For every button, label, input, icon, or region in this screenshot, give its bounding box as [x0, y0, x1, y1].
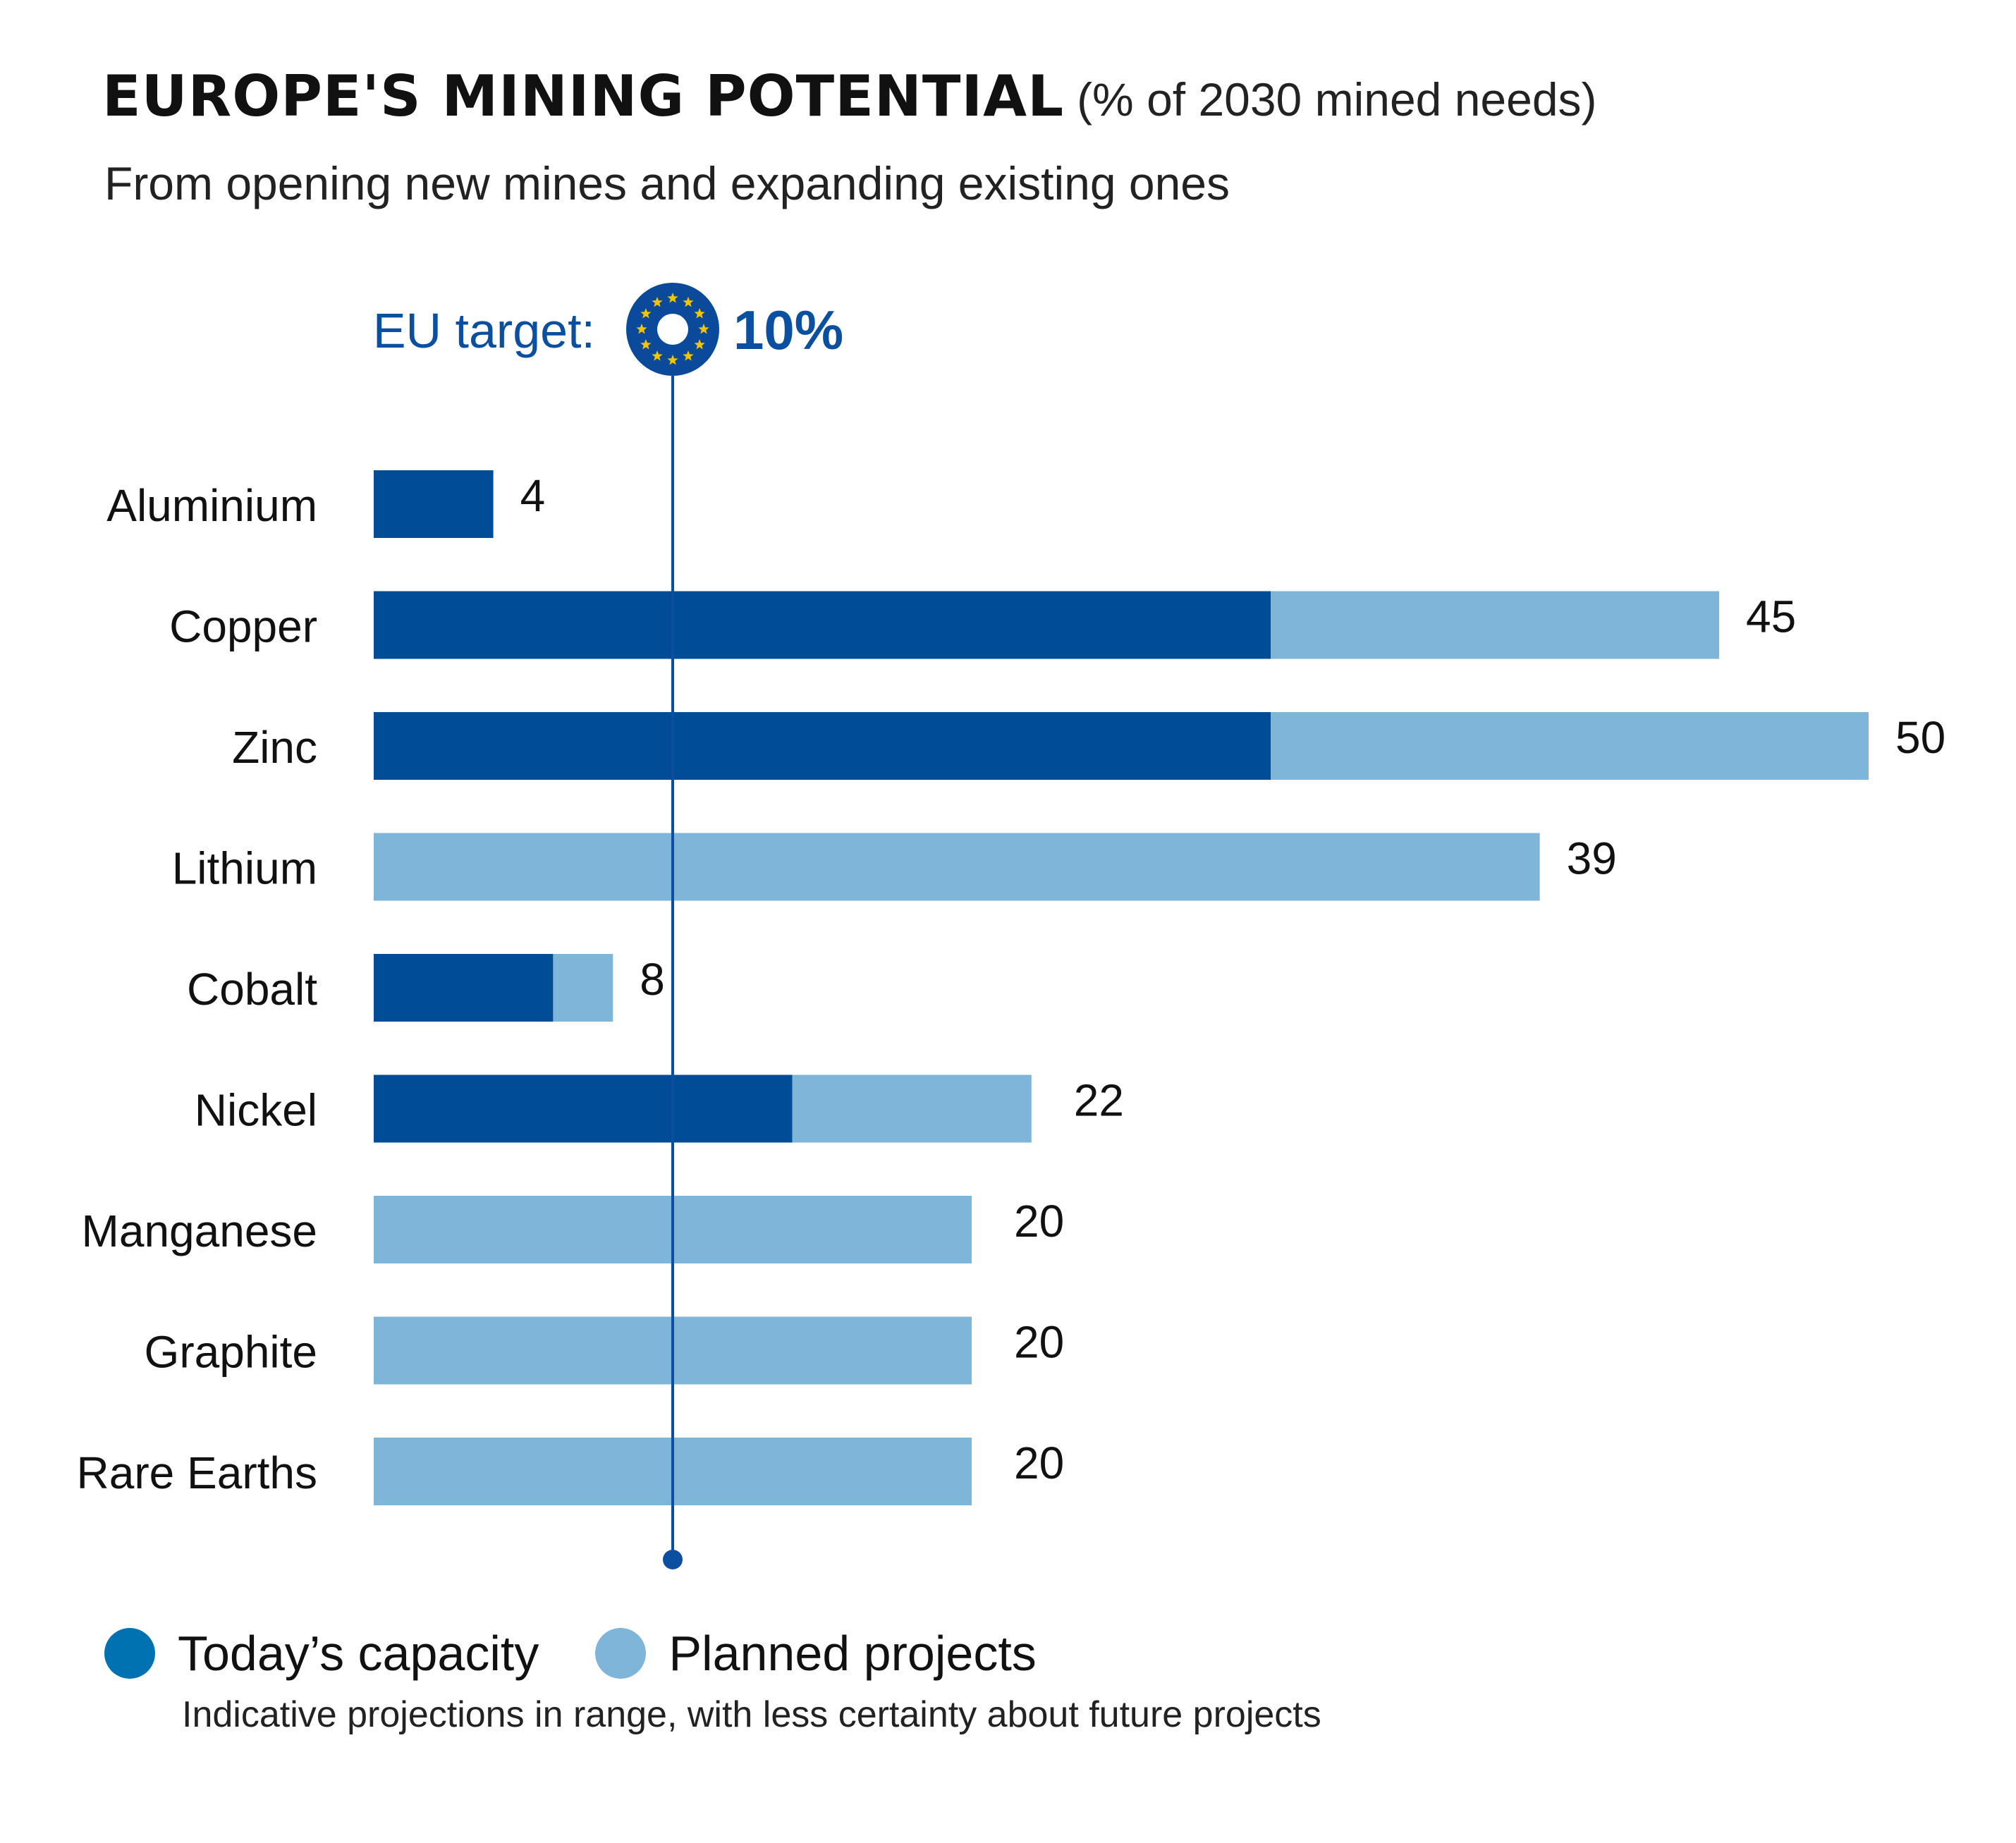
bar-planned-nickel — [792, 1074, 1032, 1143]
eu-star — [683, 296, 694, 307]
legend-row: Today’s capacity Planned projects — [104, 1622, 1093, 1685]
value-label-lithium: 39 — [1567, 833, 1617, 884]
bar-today-nickel — [374, 1074, 793, 1143]
value-label-manganese: 20 — [1014, 1196, 1064, 1247]
eu-target-line-end-dot — [663, 1550, 683, 1569]
eu-star — [652, 350, 663, 361]
category-label-lithium: Lithium — [172, 843, 317, 894]
category-label-aluminium: Aluminium — [106, 480, 317, 531]
legend-note: Indicative projections in range, with le… — [182, 1694, 1321, 1735]
value-label-nickel: 22 — [1074, 1075, 1124, 1126]
chart-title-block: EUROPE'S MINING POTENTIAL (% of 2030 mine… — [102, 63, 1597, 129]
bar-today-copper — [374, 591, 1271, 659]
legend: Today’s capacity Planned projects Indica… — [104, 1622, 1321, 1735]
chart-title-unit: (% of 2030 mined needs) — [1077, 73, 1597, 125]
value-label-aluminium: 4 — [520, 470, 546, 521]
eu-flag-circle-icon — [626, 283, 719, 376]
value-labels: 4 45 50 39 8 22 20 20 20 — [520, 470, 1946, 1488]
chart-subtitle: From opening new mines and expanding exi… — [104, 157, 1230, 209]
eu-star — [698, 324, 709, 334]
value-label-copper: 45 — [1746, 592, 1796, 642]
bar-today-zinc — [374, 712, 1271, 780]
eu-star — [667, 293, 678, 303]
category-label-manganese: Manganese — [82, 1206, 317, 1256]
eu-star — [683, 350, 694, 361]
bar-planned-copper — [1271, 591, 1719, 659]
eu-star — [694, 339, 705, 350]
eu-star — [667, 355, 678, 365]
eu-star — [640, 339, 652, 350]
legend-label-planned: Planned projects — [668, 1626, 1037, 1681]
eu-star — [640, 308, 652, 319]
bar-planned-lithium — [374, 833, 1540, 901]
value-label-zinc: 50 — [1895, 712, 1945, 763]
category-label-copper: Copper — [169, 601, 317, 652]
eu-target-marker: EU target: 10% — [373, 283, 843, 1569]
category-label-cobalt: Cobalt — [187, 964, 317, 1015]
eu-star — [694, 308, 705, 319]
bar-today-aluminium — [374, 470, 494, 538]
value-label-rare-earths: 20 — [1014, 1438, 1064, 1488]
bar-planned-cobalt — [553, 954, 613, 1022]
legend-swatch-today — [104, 1628, 155, 1679]
eu-star — [652, 296, 663, 307]
legend-item-planned: Planned projects — [595, 1625, 1037, 1682]
bar-today-cobalt — [374, 954, 554, 1022]
bar-chart: EU target: 10% Aluminium Copper Zinc Lithiu… — [77, 283, 1946, 1569]
bar-planned-zinc — [1271, 712, 1869, 780]
legend-swatch-planned — [595, 1628, 647, 1679]
eu-target-label: EU target: — [373, 303, 595, 358]
legend-item-today: Today’s capacity — [104, 1625, 539, 1682]
category-label-graphite: Graphite — [145, 1327, 317, 1378]
bars-layer — [374, 470, 1869, 1505]
eu-target-value: 10% — [733, 299, 843, 361]
value-label-cobalt: 8 — [640, 954, 665, 1005]
chart-title: EUROPE'S MINING POTENTIAL — [102, 63, 1065, 129]
category-label-zinc: Zinc — [232, 722, 317, 773]
eu-icon-center — [657, 314, 688, 345]
value-label-graphite: 20 — [1014, 1317, 1064, 1368]
category-label-rare-earths: Rare Earths — [77, 1447, 317, 1498]
category-labels: Aluminium Copper Zinc Lithium Cobalt Nickel Ma… — [77, 480, 318, 1498]
legend-label-today: Today’s capacity — [178, 1626, 539, 1681]
eu-star — [636, 324, 647, 334]
category-label-nickel: Nickel — [195, 1085, 317, 1136]
